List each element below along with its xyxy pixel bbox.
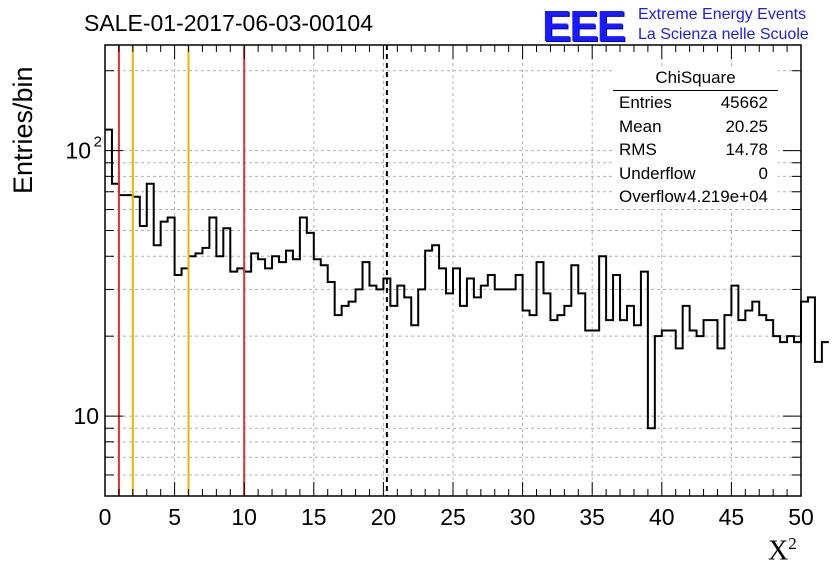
stats-row-entries: Entries 45662 — [613, 91, 778, 115]
stats-row-underflow: Underflow 0 — [613, 162, 778, 186]
x-tick-label: 30 — [510, 504, 536, 530]
x-axis-label-sup: 2 — [788, 534, 797, 553]
y-tick-label-exponent: 2 — [94, 134, 102, 151]
y-axis-label-text: Entries/bin — [8, 66, 38, 194]
stats-value: 4.219e+04 — [687, 187, 768, 206]
stats-label: Overflow — [619, 187, 687, 206]
stats-box: ChiSquare Entries 45662 Mean 20.25 RMS 14.7… — [613, 66, 778, 209]
stats-label: RMS — [619, 140, 657, 159]
histogram-series — [105, 128, 829, 430]
x-tick-label: 35 — [579, 504, 605, 530]
logo-line-1: Extreme Energy Events — [638, 6, 807, 23]
chart-title: SALE-01-2017-06-03-00104 — [84, 10, 373, 36]
y-tick-label: 10 — [65, 138, 91, 164]
stats-label: Mean — [619, 116, 662, 136]
x-axis-label: X2 — [768, 534, 797, 567]
stats-value: 20.25 — [725, 116, 768, 136]
stats-row-mean: Mean 20.25 — [613, 115, 778, 139]
x-tick-label: 0 — [99, 504, 112, 530]
stats-value: 0 — [758, 163, 768, 183]
x-tick-label: 45 — [719, 504, 745, 530]
stats-value: 45662 — [720, 93, 768, 112]
eee-logo: EEE — [542, 2, 626, 51]
logo-line-2: La Scienza nelle Scuole — [638, 26, 809, 43]
y-axis-label: Entries/bin — [8, 66, 38, 224]
stats-label: Underflow — [619, 163, 696, 183]
stats-label: Entries — [619, 93, 672, 112]
x-tick-label: 40 — [649, 504, 675, 530]
x-tick-label: 5 — [168, 504, 181, 530]
stats-title: ChiSquare — [613, 66, 778, 91]
x-tick-label: 20 — [371, 504, 397, 530]
y-tick-label: 10 — [73, 403, 99, 429]
x-tick-label: 50 — [788, 504, 814, 530]
x-tick-label: 25 — [440, 504, 466, 530]
x-tick-label: 10 — [231, 504, 257, 530]
x-axis-label-text: X — [768, 535, 789, 567]
stats-value: 14.78 — [725, 140, 768, 159]
stats-row-overflow: Overflow 4.219e+04 — [613, 185, 778, 209]
stats-row-rms: RMS 14.78 — [613, 138, 778, 162]
x-tick-label: 15 — [301, 504, 327, 530]
